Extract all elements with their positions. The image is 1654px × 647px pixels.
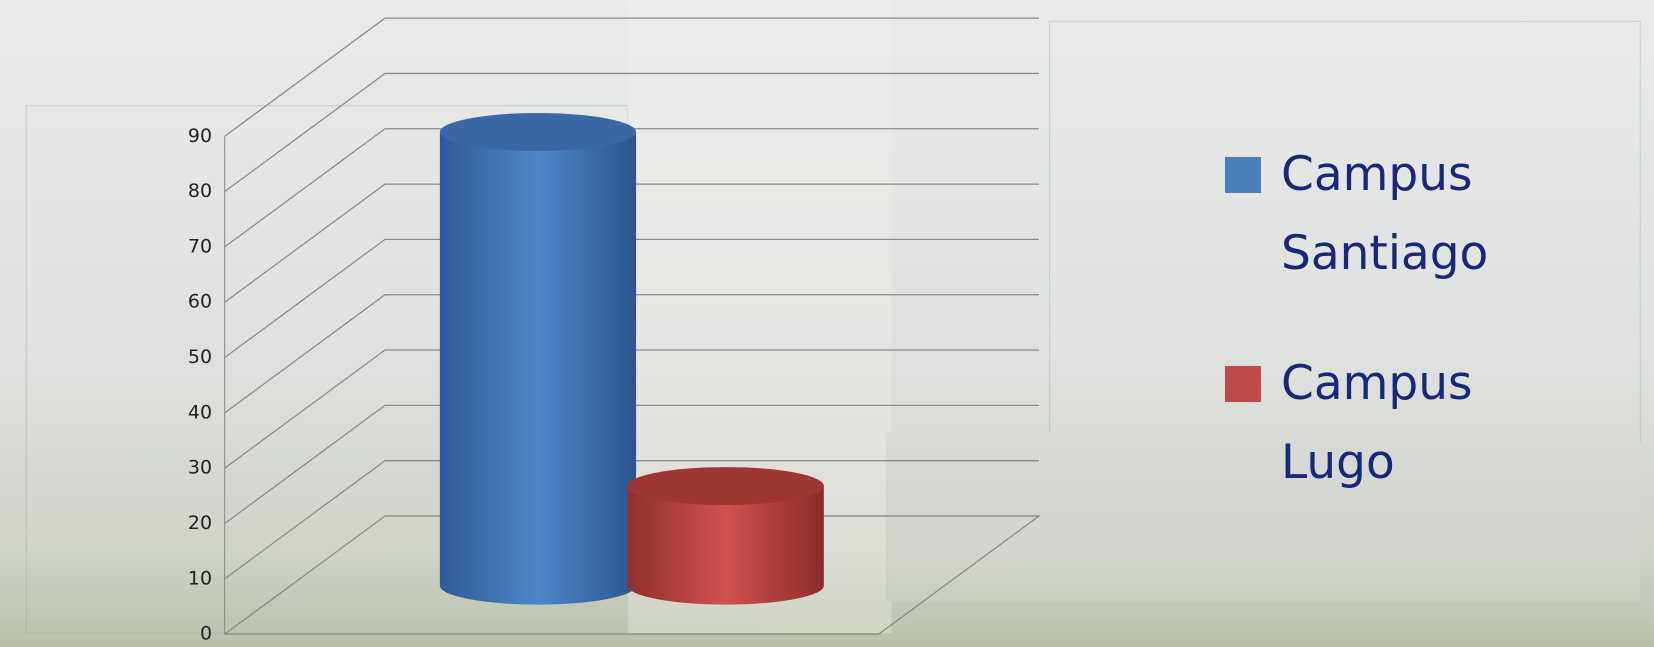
- y-tick-label: 10: [188, 567, 212, 589]
- grid-line: [224, 183, 1040, 303]
- y-tick-label: 20: [188, 512, 212, 534]
- legend-entry: Campus Santiago: [1225, 143, 1555, 352]
- y-tick-label: 70: [188, 235, 212, 257]
- grid-line: [224, 294, 1040, 414]
- bar-top: [439, 113, 637, 151]
- y-tick-label: 90: [188, 125, 212, 147]
- grid-line: [224, 349, 1040, 469]
- grid-line: [224, 128, 1040, 248]
- chart-area: 0 10 20 30 40 50 60 70 80 90: [188, 17, 1041, 645]
- y-tick-label: 0: [200, 623, 212, 645]
- y-tick-label: 60: [188, 291, 212, 313]
- grid-line: [224, 72, 1040, 193]
- grid-line: [224, 404, 1040, 525]
- bar: [627, 486, 824, 605]
- legend-swatch: [1225, 157, 1261, 193]
- y-tick-label: 50: [188, 346, 212, 368]
- grid-line: [224, 460, 1040, 580]
- y-tick-label: 30: [188, 457, 212, 479]
- legend-label: Campus Santiago: [1281, 147, 1489, 281]
- bar: [439, 131, 637, 605]
- y-tick-label: 80: [188, 180, 212, 202]
- grid-line: [224, 238, 1040, 359]
- legend-label: Campus Lugo: [1281, 356, 1473, 490]
- legend: Campus Santiago Campus Lugo: [1225, 143, 1555, 561]
- bar-top: [627, 467, 824, 506]
- legend-swatch: [1225, 366, 1261, 402]
- grid-line: [224, 17, 1040, 137]
- y-tick-label: 40: [188, 401, 212, 423]
- legend-entry: Campus Lugo: [1225, 352, 1555, 561]
